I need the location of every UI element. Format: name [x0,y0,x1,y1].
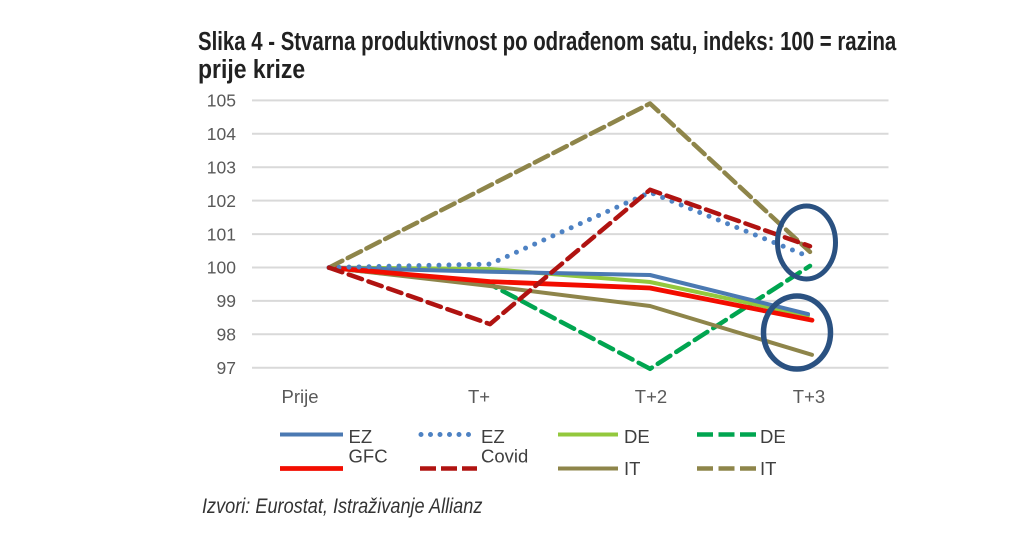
svg-text:T+2: T+2 [635,386,667,407]
svg-text:T+: T+ [468,386,490,407]
svg-text:99: 99 [217,291,236,311]
svg-text:Covid: Covid [481,445,528,466]
svg-text:IT: IT [624,458,640,479]
svg-text:Prije: Prije [281,386,318,407]
svg-text:97: 97 [217,358,236,378]
svg-text:Slika 4 - Stvarna produktivnos: Slika 4 - Stvarna produktivnost po odrađ… [198,27,897,56]
svg-text:102: 102 [207,191,236,211]
svg-text:T+3: T+3 [793,386,825,407]
svg-text:GFC: GFC [349,445,388,466]
svg-text:103: 103 [207,157,236,177]
svg-text:104: 104 [207,124,236,144]
svg-text:101: 101 [207,224,236,244]
svg-text:DE: DE [760,426,786,447]
svg-text:EZ: EZ [349,426,373,447]
svg-text:100: 100 [207,258,236,278]
svg-text:DE: DE [624,426,650,447]
svg-text:105: 105 [207,91,236,111]
svg-text:98: 98 [217,325,236,345]
svg-text:Izvori: Eurostat, Istraživanje: Izvori: Eurostat, Istraživanje Allianz [202,495,483,519]
svg-text:prije krize: prije krize [198,56,305,85]
svg-text:IT: IT [760,458,776,479]
svg-text:EZ: EZ [481,426,505,447]
